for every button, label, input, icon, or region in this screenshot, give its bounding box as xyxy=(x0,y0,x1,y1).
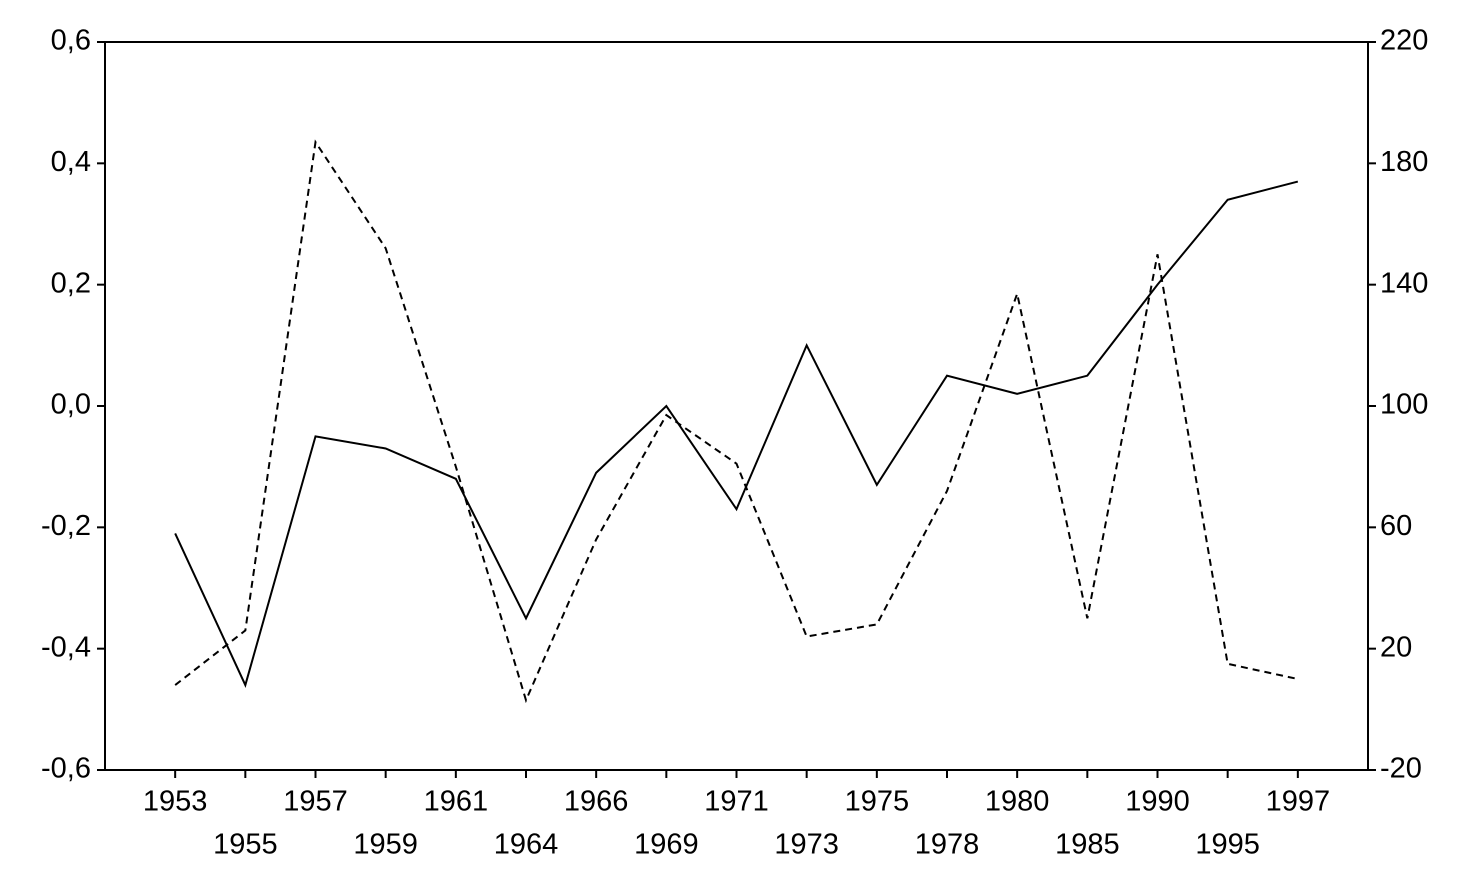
x-tick-label: 1980 xyxy=(985,786,1050,818)
y2-tick-label: 140 xyxy=(1380,267,1428,299)
y-tick-label: -0,4 xyxy=(41,631,91,663)
y2-tick-label: 220 xyxy=(1380,25,1428,57)
y2-tick-label: 180 xyxy=(1380,146,1428,178)
plot-frame xyxy=(104,41,1369,771)
y2-tick-label: -20 xyxy=(1380,753,1422,785)
x-tick-label: 1953 xyxy=(143,786,208,818)
y2-tick-label: 60 xyxy=(1380,510,1412,542)
y-tick-label: -0,6 xyxy=(41,753,91,785)
x-tick-label: 1957 xyxy=(283,786,348,818)
x-tick-label: 1990 xyxy=(1125,786,1190,818)
y-tick-label: 0,6 xyxy=(51,25,91,57)
x-tick-label: 1995 xyxy=(1195,829,1260,861)
y-tick-label: 0,4 xyxy=(51,146,91,178)
x-tick-label: 1969 xyxy=(634,829,699,861)
x-tick-label: 1966 xyxy=(564,786,629,818)
series-line xyxy=(174,180,1299,688)
y-tick-label: 0,0 xyxy=(51,389,91,421)
x-tick-label: 1964 xyxy=(494,829,559,861)
series-line xyxy=(174,139,1299,704)
x-tick-label: 1971 xyxy=(704,786,769,818)
x-tick-label: 1973 xyxy=(774,829,839,861)
x-tick-label: 1961 xyxy=(424,786,489,818)
x-tick-label: 1978 xyxy=(915,829,980,861)
x-tick-label: 1959 xyxy=(353,829,418,861)
x-tick-label: 1985 xyxy=(1055,829,1120,861)
y2-tick-label: 100 xyxy=(1380,389,1428,421)
x-tick-label: 1975 xyxy=(845,786,910,818)
x-tick-label: 1955 xyxy=(213,829,278,861)
x-tick-label: 1997 xyxy=(1266,786,1331,818)
y-tick-label: 0,2 xyxy=(51,267,91,299)
y-tick-label: -0,2 xyxy=(41,510,91,542)
y2-tick-label: 20 xyxy=(1380,631,1412,663)
